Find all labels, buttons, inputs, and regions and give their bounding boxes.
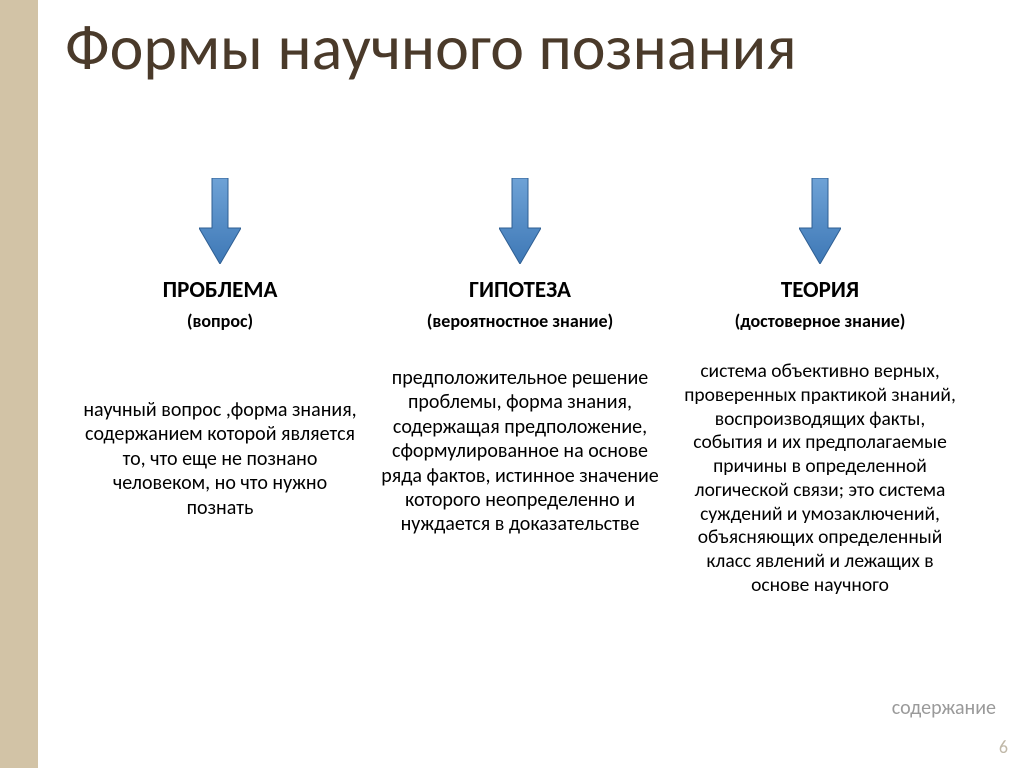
header-col-problema: ПРОБЛЕМА (вопрос) [70, 276, 370, 332]
col-heading: ПРОБЛЕМА [70, 276, 370, 304]
left-decor-strip [0, 0, 38, 768]
body-col-problema: научный вопрос ,форма знания, содержание… [70, 360, 370, 520]
body-row: научный вопрос ,форма знания, содержание… [70, 360, 970, 598]
header-col-gipoteza: ГИПОТЕЗА (вероятностное знание) [370, 276, 670, 332]
page-number: 6 [999, 736, 1008, 758]
header-col-teoriya: ТЕОРИЯ (достоверное знание) [670, 276, 970, 332]
arrow-col-problema [70, 178, 370, 264]
arrow-col-teoriya [670, 178, 970, 264]
col-subheading: (вероятностное знание) [370, 310, 670, 332]
slide-title: Формы научного познания [65, 14, 797, 83]
slide: Формы научного познания [0, 0, 1024, 768]
down-arrow-icon [499, 178, 541, 264]
overlay-text: содержание [892, 696, 996, 720]
arrow-col-gipoteza [370, 178, 670, 264]
body-col-gipoteza: предположительное решение проблемы, форм… [370, 360, 670, 537]
down-arrow-icon [199, 178, 241, 264]
col-heading: ТЕОРИЯ [670, 276, 970, 304]
body-col-teoriya: система объективно верных, проверенных п… [670, 360, 970, 598]
down-arrow-icon [799, 178, 841, 264]
col-subheading: (вопрос) [70, 310, 370, 332]
header-row: ПРОБЛЕМА (вопрос) ГИПОТЕЗА (вероятностно… [70, 276, 970, 332]
col-heading: ГИПОТЕЗА [370, 276, 670, 304]
arrow-row [70, 178, 970, 264]
col-subheading: (достоверное знание) [670, 310, 970, 332]
